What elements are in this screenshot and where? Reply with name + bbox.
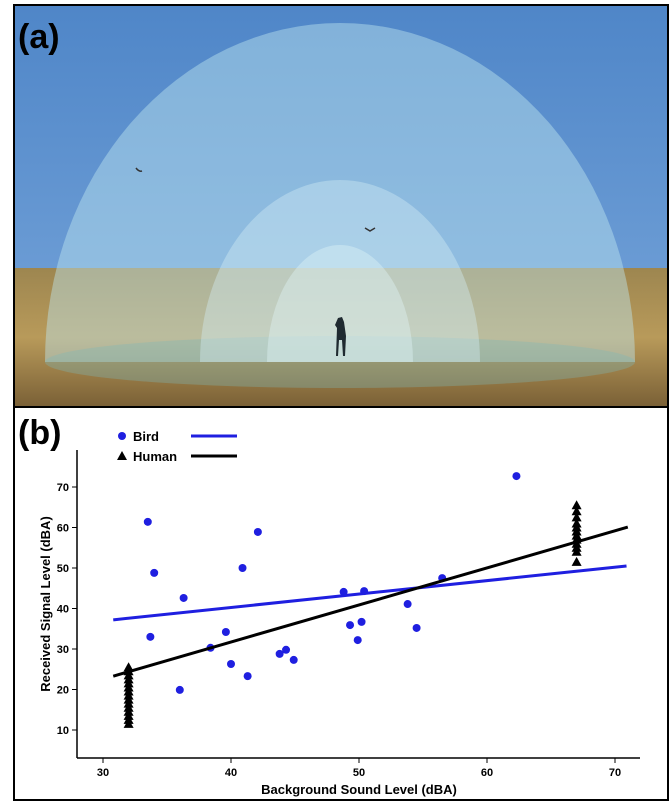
circle-marker bbox=[289, 655, 298, 664]
small-dome bbox=[267, 245, 413, 362]
legend-label: Human bbox=[133, 449, 177, 464]
circle-marker bbox=[357, 617, 366, 626]
bird-icon bbox=[364, 227, 376, 232]
circle-marker bbox=[253, 527, 262, 536]
dome-base bbox=[45, 336, 635, 388]
legend-marker bbox=[118, 432, 126, 440]
circle-marker bbox=[179, 593, 188, 602]
fit-line bbox=[113, 564, 627, 622]
x-axis-label: Background Sound Level (dBA) bbox=[261, 782, 457, 797]
person bbox=[335, 317, 346, 356]
triangle-marker bbox=[571, 500, 582, 510]
circle-marker bbox=[243, 672, 252, 681]
circle-marker bbox=[175, 685, 184, 694]
large-dome bbox=[45, 23, 635, 362]
fit-line bbox=[112, 525, 629, 678]
circle-marker bbox=[275, 649, 284, 658]
panel-label: (a) bbox=[18, 18, 60, 56]
circle-marker bbox=[360, 587, 369, 596]
legend-marker bbox=[117, 451, 127, 460]
y-axis-label: Received Signal Level (dBA) bbox=[38, 516, 53, 692]
circle-marker bbox=[143, 517, 152, 526]
y-tick-label: 30 bbox=[57, 644, 69, 656]
circle-marker bbox=[146, 632, 155, 641]
x-tick-label: 40 bbox=[225, 767, 237, 779]
panel-border bbox=[13, 406, 669, 801]
circle-marker bbox=[353, 636, 362, 645]
circle-marker bbox=[238, 564, 247, 572]
circle-marker bbox=[403, 600, 412, 609]
triangle-marker bbox=[571, 512, 582, 522]
circle-marker bbox=[221, 627, 230, 636]
legend-label: Bird bbox=[133, 429, 159, 444]
circle-marker bbox=[282, 645, 291, 654]
circle-marker bbox=[150, 568, 159, 577]
circle-marker bbox=[346, 621, 355, 630]
y-tick-label: 20 bbox=[57, 685, 69, 697]
x-tick-label: 30 bbox=[97, 767, 109, 779]
triangle-marker bbox=[571, 556, 582, 566]
triangle-marker bbox=[571, 546, 582, 556]
y-tick-label: 10 bbox=[57, 725, 69, 737]
x-tick-label: 50 bbox=[353, 767, 365, 779]
circle-marker bbox=[227, 659, 235, 668]
medium-dome bbox=[200, 180, 480, 362]
triangle-marker bbox=[123, 718, 134, 728]
triangle-marker bbox=[571, 506, 582, 516]
circle-marker bbox=[512, 472, 521, 481]
x-tick-label: 60 bbox=[481, 767, 493, 779]
x-tick-label: 70 bbox=[609, 767, 621, 779]
y-tick-label: 50 bbox=[57, 563, 69, 575]
bird-icon bbox=[135, 167, 143, 172]
y-tick-label: 70 bbox=[57, 482, 69, 494]
circle-marker bbox=[339, 587, 348, 596]
y-tick-label: 40 bbox=[57, 604, 69, 616]
y-tick-label: 60 bbox=[57, 523, 69, 535]
sky bbox=[14, 5, 668, 268]
panel-a: (a) bbox=[13, 4, 669, 408]
panel-label: (b) bbox=[18, 414, 61, 452]
circle-marker bbox=[412, 623, 421, 632]
